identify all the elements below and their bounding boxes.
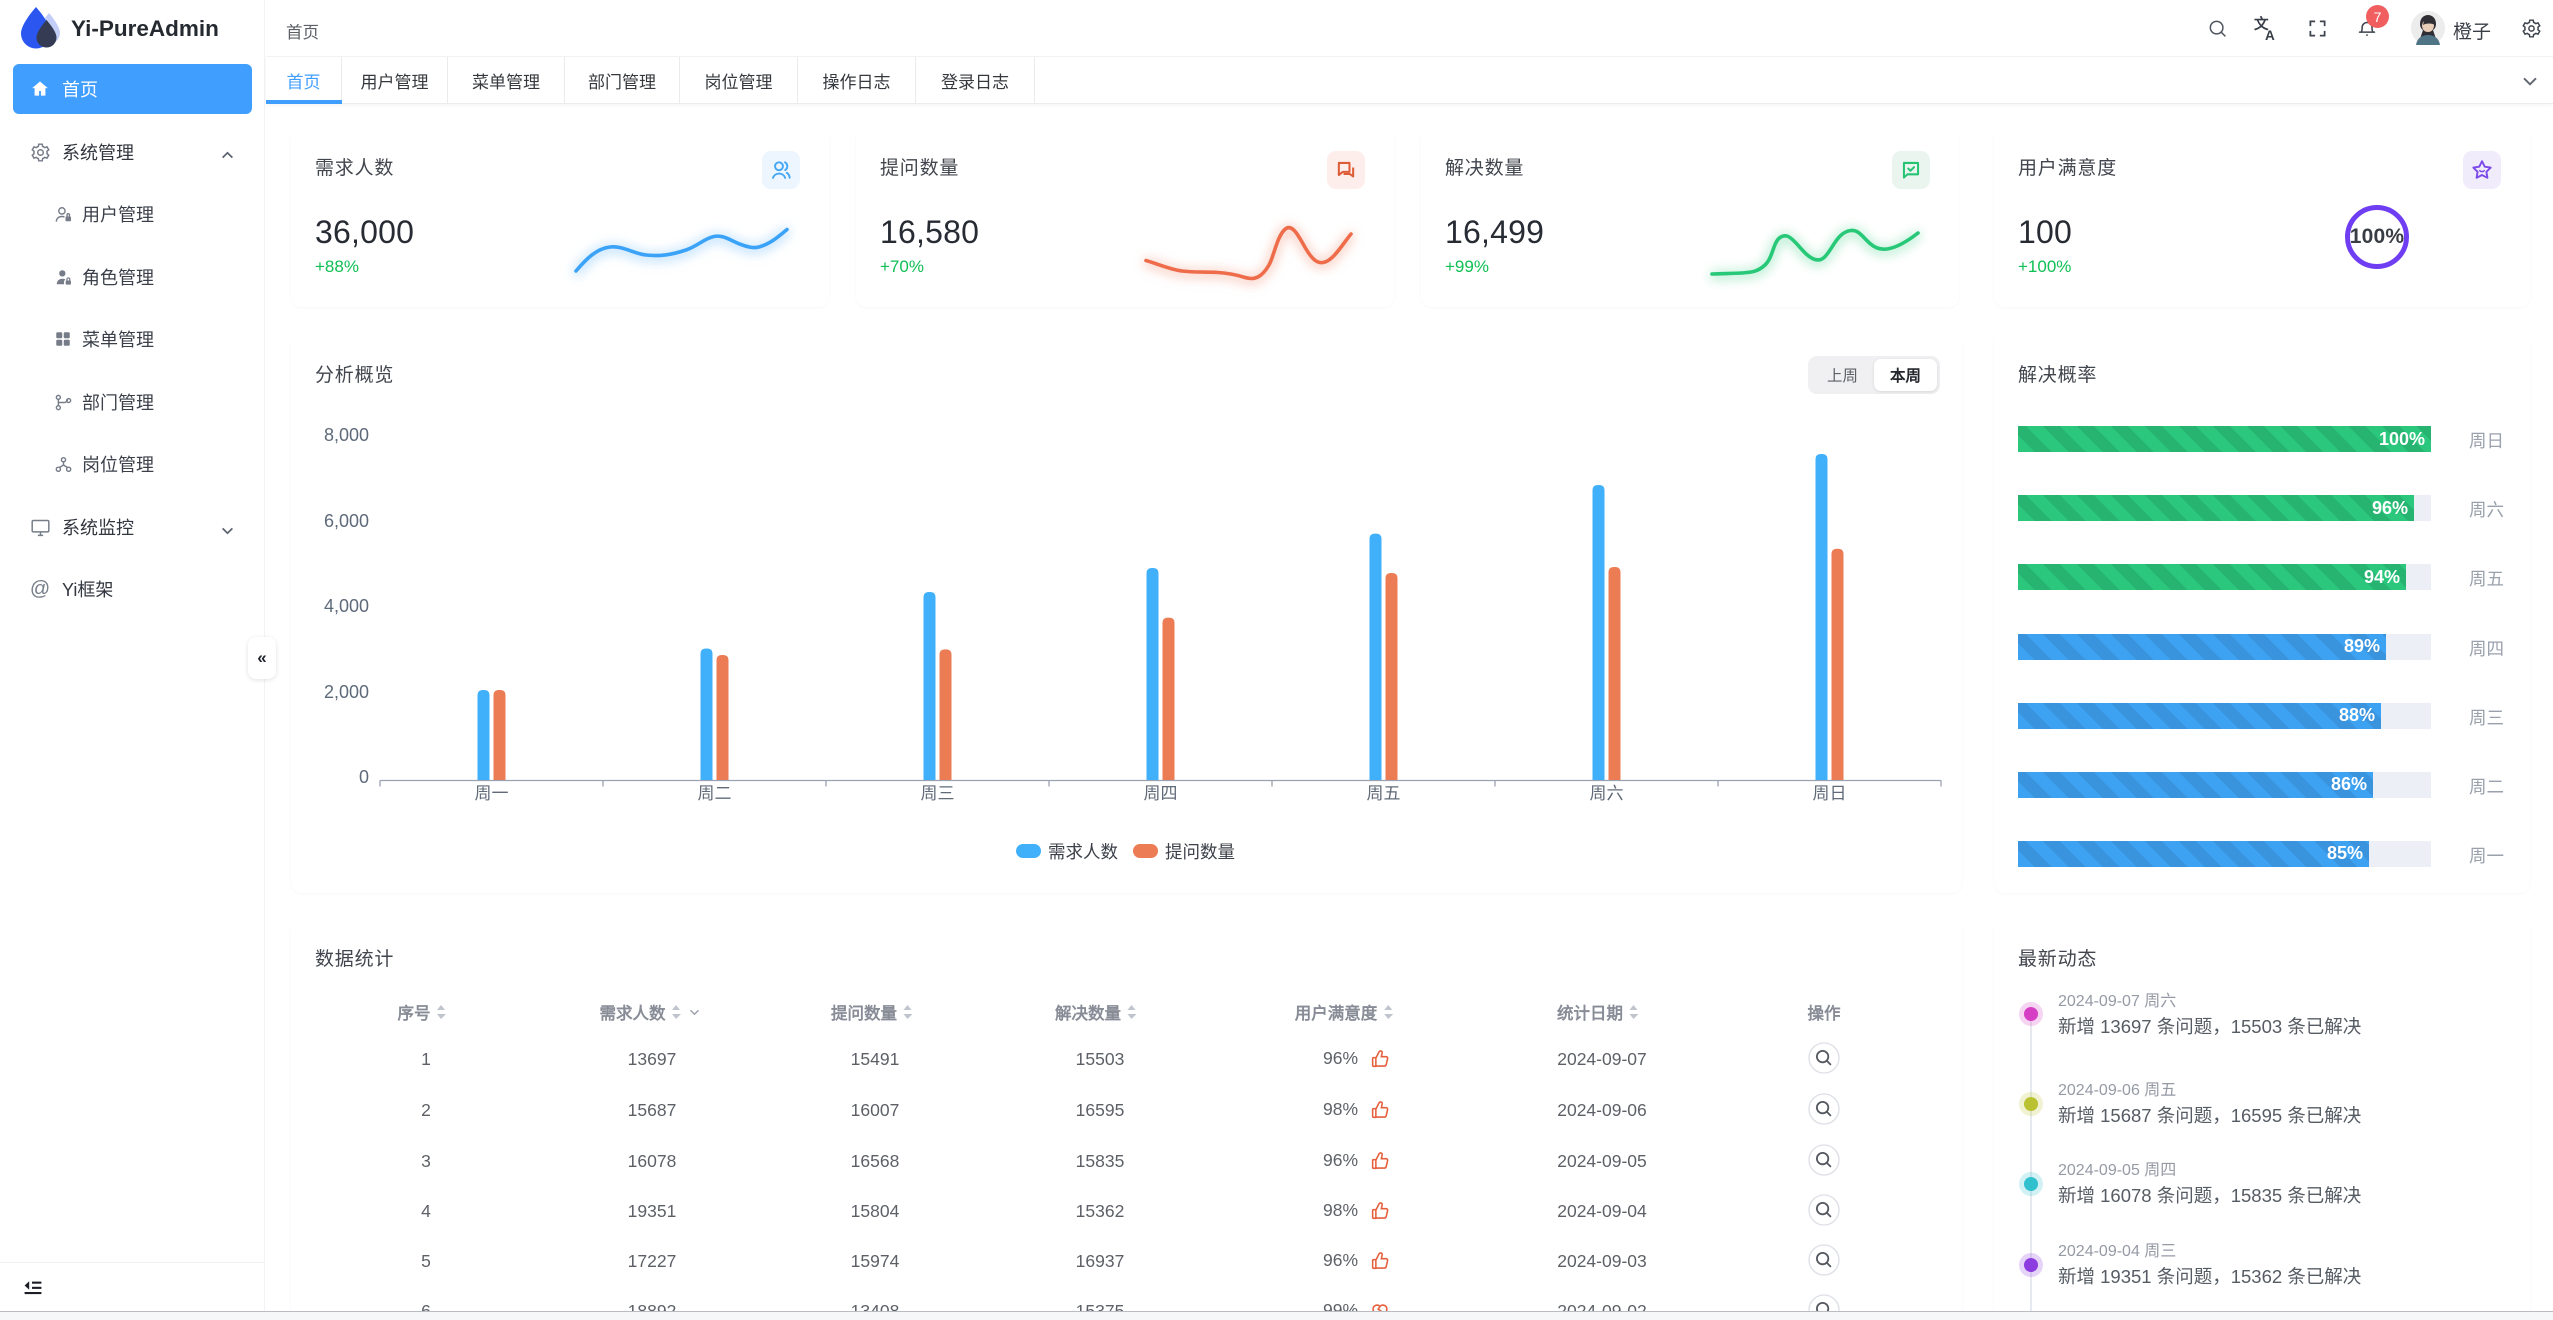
svg-text:周日: 周日 <box>1813 784 1847 803</box>
svg-text:A: A <box>2265 28 2275 41</box>
svg-text:周四: 周四 <box>1144 784 1178 803</box>
svg-text:0: 0 <box>359 767 369 787</box>
svg-text:6,000: 6,000 <box>324 511 369 531</box>
svg-text:4,000: 4,000 <box>324 596 369 616</box>
svg-text:周五: 周五 <box>1367 784 1401 803</box>
svg-text:周六: 周六 <box>1590 784 1624 803</box>
svg-text:文: 文 <box>2254 16 2269 33</box>
svg-text:8,000: 8,000 <box>324 425 369 445</box>
svg-text:需求人数: 需求人数 <box>1048 842 1118 862</box>
svg-text:提问数量: 提问数量 <box>1165 842 1235 862</box>
svg-text:周一: 周一 <box>475 784 509 803</box>
svg-text:2,000: 2,000 <box>324 682 369 702</box>
svg-text:周二: 周二 <box>698 784 732 803</box>
svg-text:周三: 周三 <box>921 784 955 803</box>
